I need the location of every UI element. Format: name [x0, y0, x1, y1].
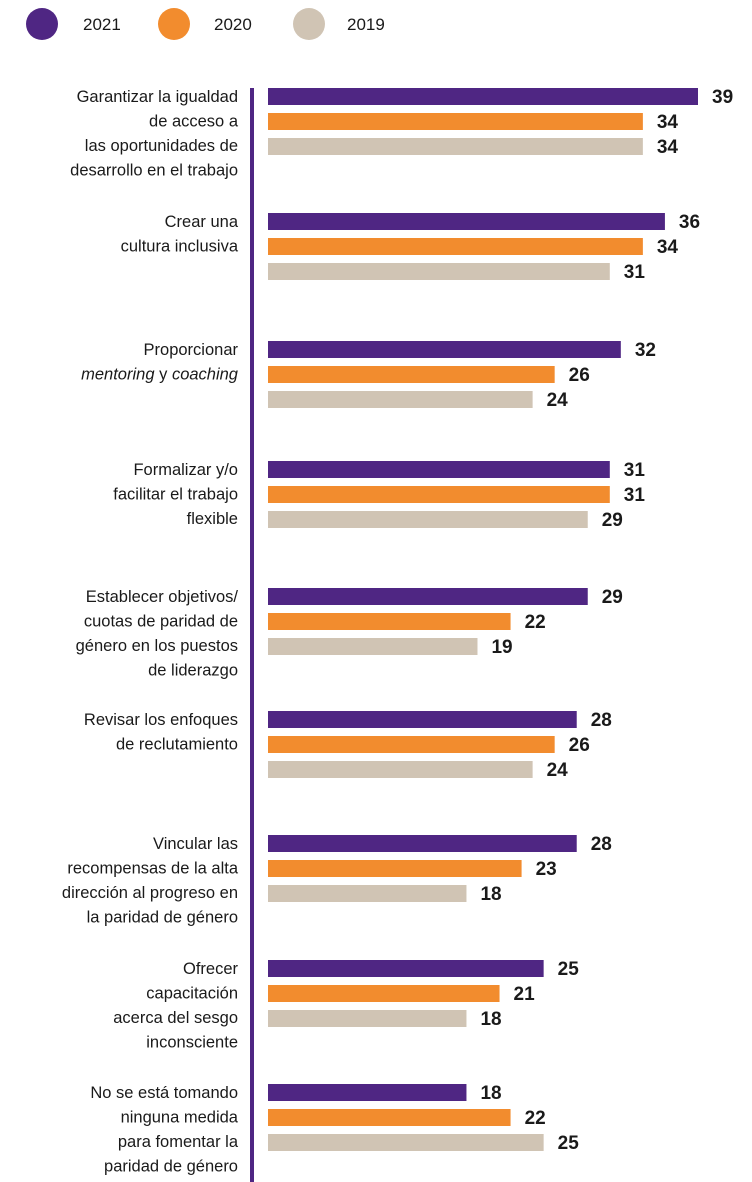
category-label: paridad de género	[104, 1158, 238, 1176]
bar-2019	[268, 263, 610, 280]
value-label-2021: 29	[602, 587, 623, 608]
category-label: de acceso a	[149, 113, 239, 131]
bar-2020	[268, 613, 511, 630]
category-label: Garantizar la igualdad	[77, 88, 238, 106]
category-label: mentoring y coaching	[81, 366, 239, 384]
bar-2019	[268, 138, 643, 155]
category-label: recompensas de la alta	[67, 860, 238, 878]
value-label-2020: 26	[569, 365, 590, 386]
legend-swatch-2021	[26, 8, 58, 40]
legend: 2021 2020 2019	[26, 8, 385, 40]
value-label-2021: 31	[624, 460, 646, 481]
bar-2019	[268, 1010, 467, 1027]
value-label-2019: 19	[491, 637, 512, 658]
category-label: Proporcionar	[144, 341, 239, 359]
category-label: Formalizar y/o	[133, 461, 238, 479]
bar-2020	[268, 366, 555, 383]
category-label: las oportunidades de	[85, 137, 238, 155]
category-label: facilitar el trabajo	[113, 486, 238, 504]
category-label: Ofrecer	[183, 960, 239, 978]
bar-2021	[268, 1084, 467, 1101]
bar-2020	[268, 486, 610, 503]
value-labels: 3936323129282825183434263122262321223431…	[480, 87, 733, 1154]
value-label-2021: 28	[591, 834, 612, 855]
bar-2020	[268, 1109, 511, 1126]
category-label: para fomentar la	[118, 1133, 239, 1151]
legend-swatch-2019	[293, 8, 325, 40]
category-label: capacitación	[146, 985, 238, 1003]
legend-swatch-2020	[158, 8, 190, 40]
bar-2019	[268, 638, 478, 655]
value-label-2021: 25	[558, 959, 580, 980]
category-label: cultura inclusiva	[121, 238, 239, 256]
value-label-2021: 36	[679, 212, 700, 233]
value-label-2020: 31	[624, 485, 646, 506]
category-label: Crear una	[165, 213, 239, 231]
value-label-2021: 18	[480, 1083, 501, 1104]
bar-2020	[268, 238, 643, 255]
category-label: Vincular las	[153, 835, 238, 853]
value-label-2020: 34	[657, 237, 679, 258]
value-label-2019: 24	[547, 760, 569, 781]
category-label: dirección al progreso en	[62, 884, 238, 902]
bar-2021	[268, 588, 588, 605]
value-label-2021: 32	[635, 340, 656, 361]
legend-label-2021: 2021	[83, 15, 121, 34]
category-label: flexible	[187, 510, 238, 528]
value-label-2019: 25	[558, 1133, 580, 1154]
legend-label-2020: 2020	[214, 15, 252, 34]
value-label-2020: 22	[525, 612, 546, 633]
bar-2020	[268, 113, 643, 130]
bar-2019	[268, 511, 588, 528]
value-label-2019: 31	[624, 262, 646, 283]
value-label-2019: 34	[657, 137, 679, 158]
category-label: inconsciente	[146, 1034, 238, 1052]
category-label: No se está tomando	[90, 1084, 238, 1102]
category-label: Revisar los enfoques	[84, 711, 238, 729]
value-label-2020: 26	[569, 735, 590, 756]
bar-2019	[268, 1134, 544, 1151]
value-label-2019: 18	[480, 1009, 501, 1030]
value-label-2020: 21	[514, 984, 536, 1005]
value-label-2019: 18	[480, 884, 501, 905]
category-label: ninguna medida	[121, 1109, 239, 1127]
category-label: acerca del sesgo	[113, 1009, 238, 1027]
value-label-2021: 28	[591, 710, 612, 731]
bars	[268, 88, 698, 1151]
category-label: la paridad de género	[87, 909, 238, 927]
bar-2021	[268, 960, 544, 977]
bar-2021	[268, 711, 577, 728]
category-label: de liderazgo	[148, 662, 238, 680]
value-label-2019: 24	[547, 390, 569, 411]
category-labels: Garantizar la igualdad de acceso a las opo…	[62, 88, 239, 1176]
value-label-2020: 22	[525, 1108, 546, 1129]
category-label: Establecer objetivos/	[86, 588, 239, 606]
value-label-2020: 34	[657, 112, 679, 133]
bar-2021	[268, 461, 610, 478]
bar-2020	[268, 860, 522, 877]
bar-2020	[268, 736, 555, 753]
bar-2019	[268, 761, 533, 778]
category-label: cuotas de paridad de	[84, 613, 238, 631]
value-label-2020: 23	[536, 859, 557, 880]
value-label-2021: 39	[712, 87, 733, 108]
bar-2020	[268, 985, 500, 1002]
bar-2019	[268, 885, 467, 902]
category-label: desarrollo en el trabajo	[70, 162, 238, 180]
bar-2021	[268, 88, 698, 105]
category-label: género en los puestos	[76, 637, 238, 655]
bar-2019	[268, 391, 533, 408]
category-label: de reclutamiento	[116, 736, 238, 754]
bar-2021	[268, 835, 577, 852]
legend-label-2019: 2019	[347, 15, 385, 34]
bar-2021	[268, 341, 621, 358]
bar-2021	[268, 213, 665, 230]
value-label-2019: 29	[602, 510, 623, 531]
